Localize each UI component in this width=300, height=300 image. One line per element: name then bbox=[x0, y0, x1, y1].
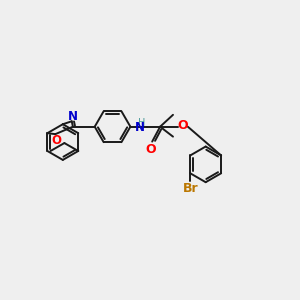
Text: O: O bbox=[178, 119, 188, 132]
Text: H: H bbox=[138, 118, 145, 128]
Text: O: O bbox=[51, 134, 61, 147]
Text: N: N bbox=[68, 110, 78, 123]
Text: N: N bbox=[135, 121, 145, 134]
Text: O: O bbox=[145, 143, 155, 156]
Text: Br: Br bbox=[182, 182, 198, 195]
